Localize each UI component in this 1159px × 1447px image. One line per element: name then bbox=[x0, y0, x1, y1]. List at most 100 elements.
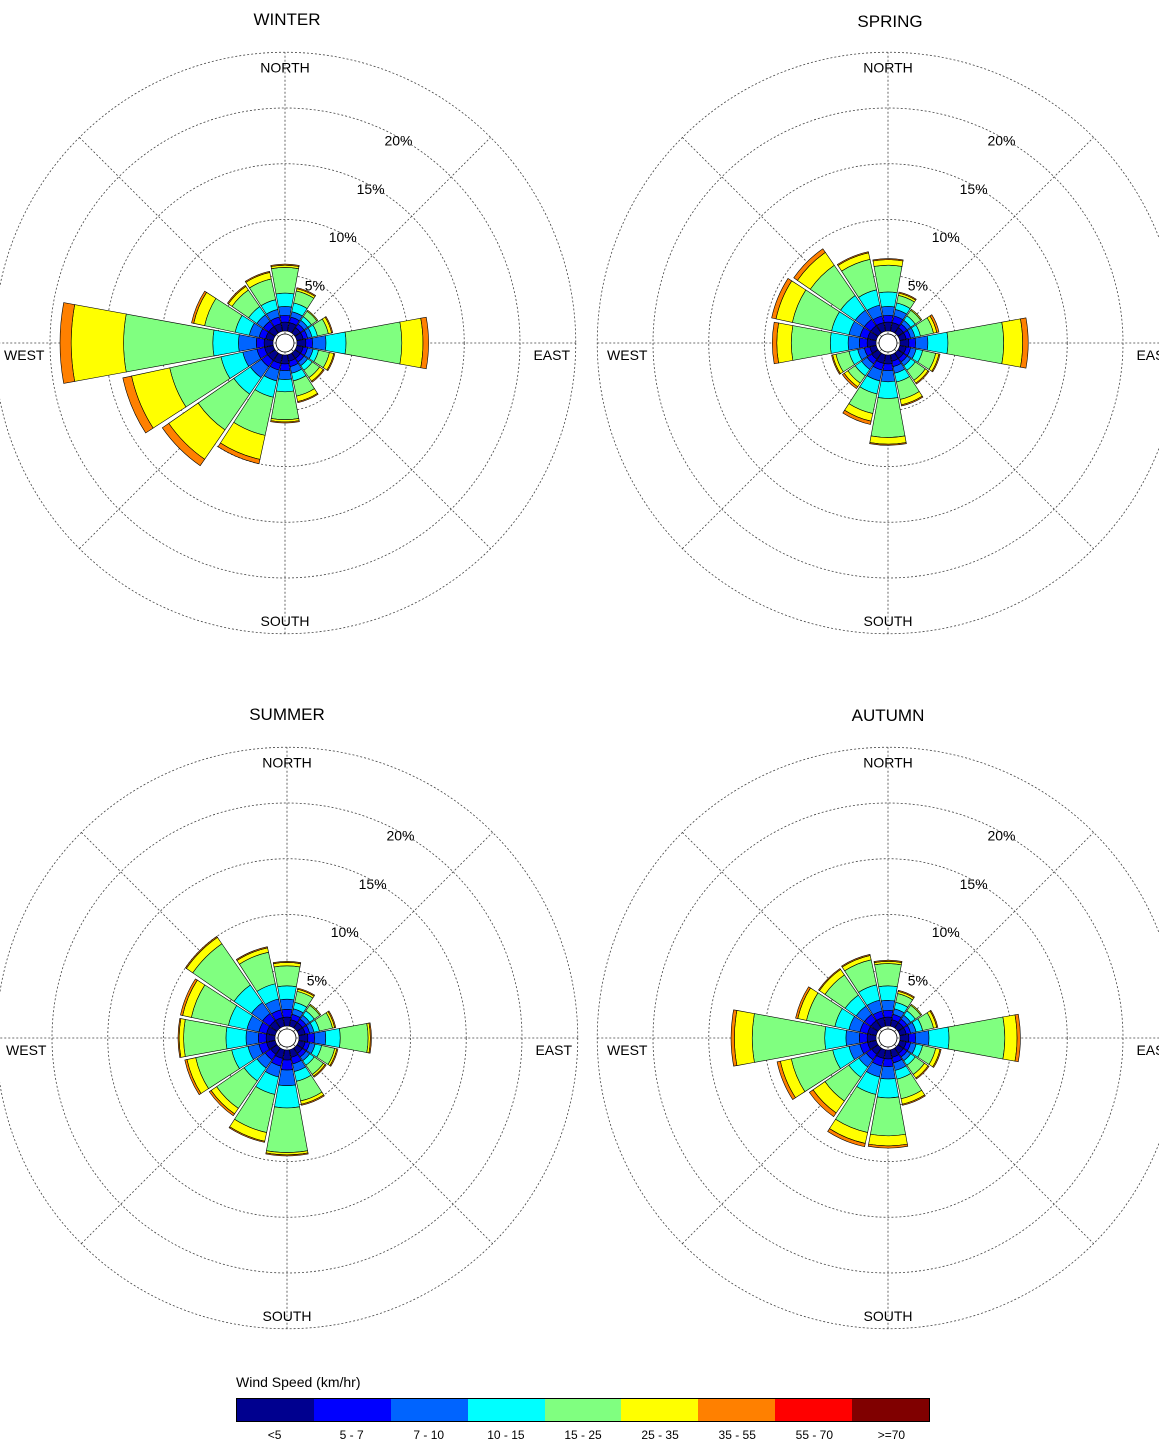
rose-wedge-nnw-bin-6 bbox=[235, 946, 268, 961]
rose-wedge-ne-bin-5 bbox=[910, 308, 923, 321]
rose-wedge-n-bin-2 bbox=[880, 1000, 896, 1012]
panel-title-spring: SPRING bbox=[857, 12, 923, 31]
rose-wedge-sw-bin-6 bbox=[808, 1089, 837, 1118]
rose-wedge-w-bin-1 bbox=[255, 337, 265, 349]
legend-title: Wind Speed (km/hr) bbox=[236, 1374, 361, 1390]
legend-swatch-8 bbox=[852, 1399, 930, 1421]
rose-wedge-s-bin-2 bbox=[880, 369, 896, 383]
rose-wedge-wnw-bin-6 bbox=[191, 290, 207, 324]
direction-label-east: EAST bbox=[1136, 347, 1159, 363]
rose-wedge-e-bin-4 bbox=[946, 321, 1004, 365]
direction-label-north: NORTH bbox=[863, 754, 913, 770]
rose-wedge-s-bin-6 bbox=[265, 1152, 309, 1157]
legend-tick-labels: <5 5 - 7 7 - 10 10 - 15 15 - 25 25 - 35 35 - 5… bbox=[236, 1428, 930, 1442]
rose-wedge-s-bin-6 bbox=[867, 1143, 909, 1149]
rose-wedge-sw-bin-6 bbox=[161, 422, 206, 467]
rose-wedge-ese-bin-6 bbox=[329, 1048, 339, 1067]
legend-swatch-1 bbox=[313, 1399, 391, 1421]
rose-wedge-se-bin-6 bbox=[313, 1064, 327, 1078]
rose-wedge-se-bin-6 bbox=[915, 1065, 930, 1080]
legend-tick-label: 7 - 10 bbox=[413, 1428, 445, 1442]
rose-wedge-nnw-bin-6 bbox=[836, 251, 869, 266]
rose-wedge-se-bin-6 bbox=[311, 369, 325, 383]
rose-wedge-nne-bin-6 bbox=[296, 287, 317, 297]
rose-wedge-e-bin-6 bbox=[1020, 317, 1029, 369]
direction-label-east: EAST bbox=[1136, 1042, 1159, 1058]
grid-spoke bbox=[79, 137, 491, 549]
rose-wedge-w-bin-3 bbox=[225, 1026, 248, 1050]
rose-wedge-ene-bin-6 bbox=[929, 314, 940, 333]
ring-label: 10% bbox=[331, 924, 359, 940]
rose-wedge-wsw-bin-6 bbox=[184, 1059, 202, 1096]
rose-wedge-w-bin-2 bbox=[245, 1030, 260, 1046]
legend-tick-label: 10 - 15 bbox=[487, 1428, 525, 1442]
rose-wedge-nw-bin-6 bbox=[818, 968, 842, 992]
legend-tick-label: 25 - 35 bbox=[641, 1428, 679, 1442]
ring-label: 15% bbox=[357, 181, 385, 197]
rose-wedge-nnw-bin-6 bbox=[244, 270, 271, 283]
grid-ring bbox=[163, 914, 411, 1162]
rose-wedge-n-bin-1 bbox=[279, 315, 291, 323]
rose-wedge-nw-bin-6 bbox=[184, 935, 218, 969]
rose-wedge-s-bin-1 bbox=[882, 363, 894, 371]
rose-wedge-n-bin-1 bbox=[882, 315, 894, 323]
rose-wedge-w-bin-1 bbox=[858, 337, 868, 349]
rose-panel-spring: 5% 10% 15% 20% NORTH EAST SOUTH WEST bbox=[596, 51, 1159, 635]
direction-label-north: NORTH bbox=[863, 59, 913, 75]
rose-wedge-n-bin-3 bbox=[277, 985, 297, 1001]
legend-tick-label: 55 - 70 bbox=[795, 1428, 833, 1442]
rose-wedge-wsw-bin-6 bbox=[776, 1060, 796, 1100]
rose-wedge-e-bin-4 bbox=[344, 321, 403, 365]
rose-wedge-n-bin-1 bbox=[281, 1008, 293, 1018]
ring-label: 10% bbox=[932, 229, 960, 245]
rose-wedge-nne-bin-6 bbox=[297, 987, 316, 997]
rose-panel-summer: 5% 10% 15% 20% NORTH EAST SOUTH WEST bbox=[0, 746, 579, 1330]
rose-wedge-e-bin-6 bbox=[420, 316, 429, 370]
rose-wedge-e-bin-2 bbox=[311, 335, 327, 351]
rose-wedge-n-bin-2 bbox=[278, 306, 292, 317]
rose-wedge-n-bin-2 bbox=[881, 306, 895, 317]
rose-wedge-s-bin-3 bbox=[275, 378, 295, 393]
rose-wedge-n-bin-5 bbox=[872, 259, 904, 267]
rose-wedge-w-bin-5 bbox=[734, 1010, 755, 1066]
rose-wedge-w-bin-5 bbox=[776, 322, 794, 364]
legend-tick-label: 15 - 25 bbox=[564, 1428, 602, 1442]
rose-wedge-sse-bin-6 bbox=[901, 1094, 926, 1106]
rose-wedge-sw-bin-6 bbox=[841, 372, 859, 390]
ring-label: 20% bbox=[987, 132, 1015, 148]
ring-label: 20% bbox=[987, 827, 1015, 843]
direction-label-west: WEST bbox=[607, 1042, 648, 1058]
rose-wedge-n-bin-6 bbox=[270, 263, 300, 267]
rose-wedge-n-bin-3 bbox=[275, 292, 295, 308]
rose-wedge-ese-bin-6 bbox=[326, 353, 336, 372]
rose-wedge-ne-bin-5 bbox=[306, 309, 319, 322]
rose-wedge-e-bin-3 bbox=[324, 331, 347, 355]
rose-wedge-s-bin-3 bbox=[877, 380, 899, 399]
rose-wedge-e-bin-5 bbox=[399, 317, 424, 369]
legend-swatch-0 bbox=[237, 1399, 314, 1421]
ring-label: 15% bbox=[960, 181, 988, 197]
grid-spoke bbox=[682, 137, 1094, 549]
rose-wedge-ssw-bin-6 bbox=[842, 409, 872, 425]
rose-wedge-w-bin-6 bbox=[772, 321, 779, 365]
rose-wedge-s-bin-2 bbox=[278, 1069, 296, 1086]
rose-wedge-e-bin-2 bbox=[313, 1030, 327, 1046]
panel-title-winter: WINTER bbox=[253, 10, 321, 29]
rose-wedge-wnw-bin-6 bbox=[771, 278, 793, 320]
direction-label-north: NORTH bbox=[260, 59, 310, 75]
rose-wedge-s-bin-2 bbox=[278, 369, 292, 380]
direction-label-east: EAST bbox=[535, 1042, 572, 1058]
rose-wedge-e-bin-3 bbox=[926, 331, 949, 355]
rose-wedge-nw-bin-6 bbox=[793, 248, 826, 281]
rose-wedge-n-bin-3 bbox=[878, 985, 898, 1002]
rose-wedge-e-bin-1 bbox=[908, 337, 916, 349]
rose-wedge-w-bin-6 bbox=[177, 1018, 182, 1058]
rose-wedge-e-bin-4 bbox=[947, 1016, 1006, 1060]
ring-label: 5% bbox=[307, 972, 327, 988]
rose-wedge-e-bin-3 bbox=[927, 1026, 950, 1050]
rose-wedge-e-bin-4 bbox=[339, 1023, 369, 1053]
rose-wedge-wnw-bin-6 bbox=[795, 986, 811, 1019]
direction-label-south: SOUTH bbox=[263, 1308, 312, 1324]
rose-panel-winter: 5% 10% 15% 20% NORTH EAST SOUTH WEST bbox=[0, 51, 577, 635]
legend-tick-label: >=70 bbox=[877, 1428, 906, 1442]
